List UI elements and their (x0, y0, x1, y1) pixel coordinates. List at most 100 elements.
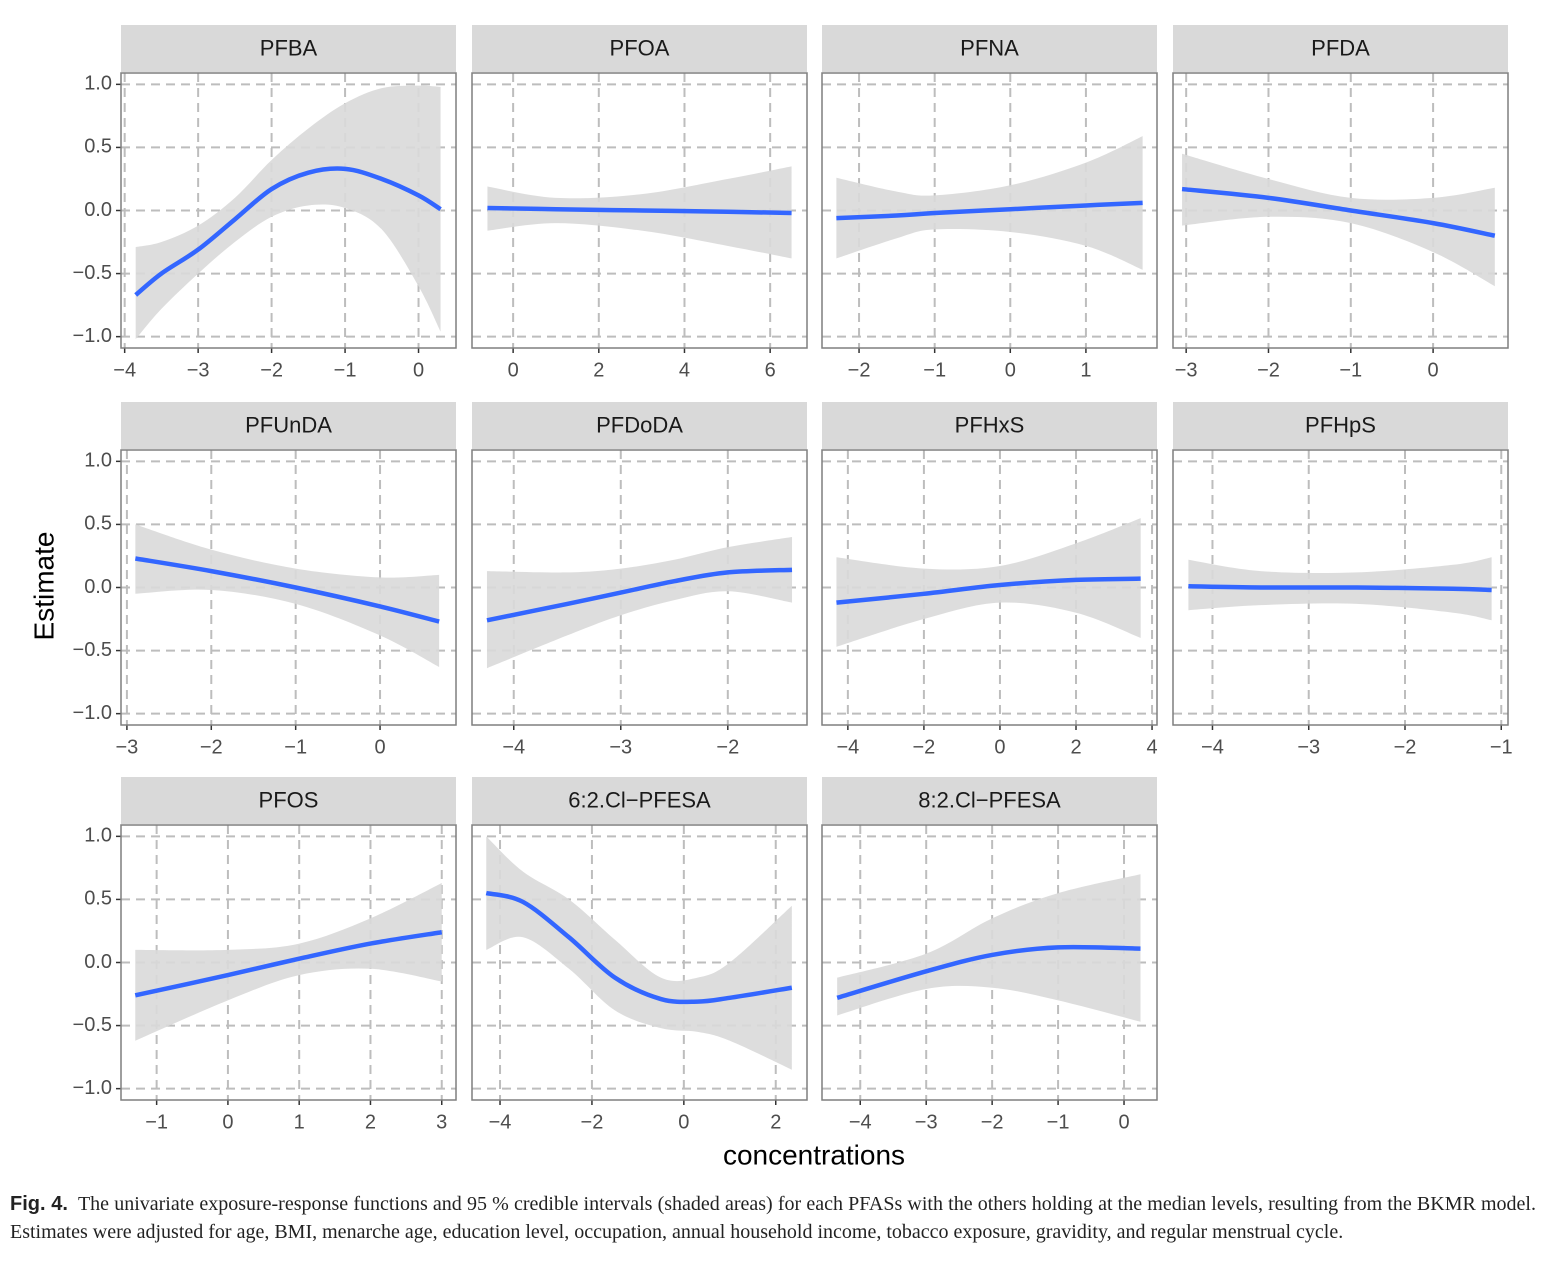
y-tick-label: −0.5 (73, 262, 112, 284)
panel-title: 8:2.Cl−PFESA (918, 787, 1061, 812)
x-tick-label: −1 (145, 1111, 168, 1133)
x-tick-label: −2 (716, 736, 739, 758)
x-tick-label: 2 (365, 1111, 376, 1133)
y-tick-label: −1.0 (73, 702, 112, 724)
panel-border (821, 72, 1158, 349)
x-tick-label: 0 (508, 359, 519, 381)
credible-band (1182, 153, 1495, 287)
x-axis-label: concentrations (723, 1139, 905, 1170)
x-tick-label: −1 (1490, 736, 1513, 758)
strip (822, 777, 1157, 824)
y-tick-label: −0.5 (73, 639, 112, 661)
y-tick-label: 0.0 (84, 199, 112, 221)
estimate-line (836, 944, 1141, 1000)
credible-band (486, 537, 793, 669)
x-tick-label: −2 (848, 359, 871, 381)
x-tick-label: −2 (913, 736, 936, 758)
estimate-line (134, 166, 442, 297)
panel-border (821, 824, 1158, 1101)
credible-band (836, 518, 1141, 647)
x-tick-label: 2 (770, 1111, 781, 1133)
panel-border (1172, 72, 1509, 349)
estimate-line (836, 200, 1143, 221)
y-tick-label: −1.0 (73, 1077, 112, 1099)
x-tick-label: 0 (374, 736, 385, 758)
x-tick-label: −4 (489, 1111, 512, 1133)
y-tick-label: 0.0 (84, 576, 112, 598)
strip (121, 777, 456, 824)
y-tick-label: −1.0 (73, 325, 112, 347)
panel-title: PFBA (260, 35, 318, 60)
x-tick-label: 0 (413, 359, 424, 381)
x-tick-label: −2 (981, 1111, 1004, 1133)
credible-band (135, 524, 440, 667)
panel-title: PFUnDA (245, 412, 332, 437)
x-tick-label: 0 (1428, 359, 1439, 381)
y-axis-label: Estimate (28, 532, 59, 641)
x-tick-label: −2 (581, 1111, 604, 1133)
strip (1173, 25, 1508, 72)
caption-text: The univariate exposure-response functio… (10, 1193, 1536, 1243)
x-tick-label: −4 (836, 736, 859, 758)
credible-band (836, 136, 1143, 270)
estimate-line (487, 205, 792, 216)
panel-border (821, 449, 1158, 726)
y-tick-label: 0.5 (84, 513, 112, 535)
panel-title: PFOA (610, 35, 670, 60)
panel-border (471, 72, 808, 349)
x-tick-label: 2 (1070, 736, 1081, 758)
panel-title: PFHpS (1305, 412, 1376, 437)
credible-band (837, 874, 1141, 1022)
estimate-line (1181, 186, 1496, 238)
panel-title: PFDoDA (596, 412, 683, 437)
x-tick-label: −1 (284, 736, 307, 758)
x-tick-label: 1 (294, 1111, 305, 1133)
x-tick-label: −4 (502, 736, 525, 758)
x-tick-label: −1 (1339, 359, 1362, 381)
panel-title: PFNA (960, 35, 1019, 60)
estimate-line (1188, 583, 1492, 593)
estimate-line (485, 890, 793, 1005)
x-tick-label: −4 (849, 1111, 872, 1133)
strip (822, 25, 1157, 72)
x-tick-label: −2 (1394, 736, 1417, 758)
estimate-line (134, 556, 440, 624)
panel-border (471, 449, 808, 726)
x-tick-label: 0 (994, 736, 1005, 758)
x-tick-label: −2 (260, 359, 283, 381)
x-tick-label: −3 (609, 736, 632, 758)
y-tick-label: 0.5 (84, 888, 112, 910)
x-tick-label: 0 (678, 1111, 689, 1133)
x-tick-label: −3 (187, 359, 210, 381)
estimate-line (486, 567, 793, 623)
strip (472, 777, 807, 824)
x-tick-label: 4 (1146, 736, 1157, 758)
strip (121, 402, 456, 449)
x-tick-label: 4 (679, 359, 690, 381)
panel-border (471, 824, 808, 1101)
x-tick-label: −3 (915, 1111, 938, 1133)
panel-title: 6:2.Cl−PFESA (568, 787, 711, 812)
x-tick-label: −2 (200, 736, 223, 758)
estimate-line (134, 930, 443, 998)
chart: Estimate concentrations PFBA −1.0 −0.5 0.0 0… (28, 25, 1513, 1170)
y-tick-label: −0.5 (73, 1014, 112, 1036)
panel-border (1172, 449, 1509, 726)
y-tick-label: 1.0 (84, 73, 112, 95)
credible-band (135, 85, 441, 340)
panel-title: PFDA (1311, 35, 1370, 60)
x-tick-label: −3 (1175, 359, 1198, 381)
x-tick-label: −1 (923, 359, 946, 381)
strip (472, 25, 807, 72)
x-tick-label: 3 (436, 1111, 447, 1133)
y-tick-label: 0.5 (84, 136, 112, 158)
x-tick-label: 0 (1005, 359, 1016, 381)
strip (822, 402, 1157, 449)
x-tick-label: 2 (593, 359, 604, 381)
x-tick-label: 1 (1080, 359, 1091, 381)
x-tick-label: 6 (765, 359, 776, 381)
y-tick-label: 0.0 (84, 951, 112, 973)
strip (121, 25, 456, 72)
estimate-line (836, 576, 1141, 605)
